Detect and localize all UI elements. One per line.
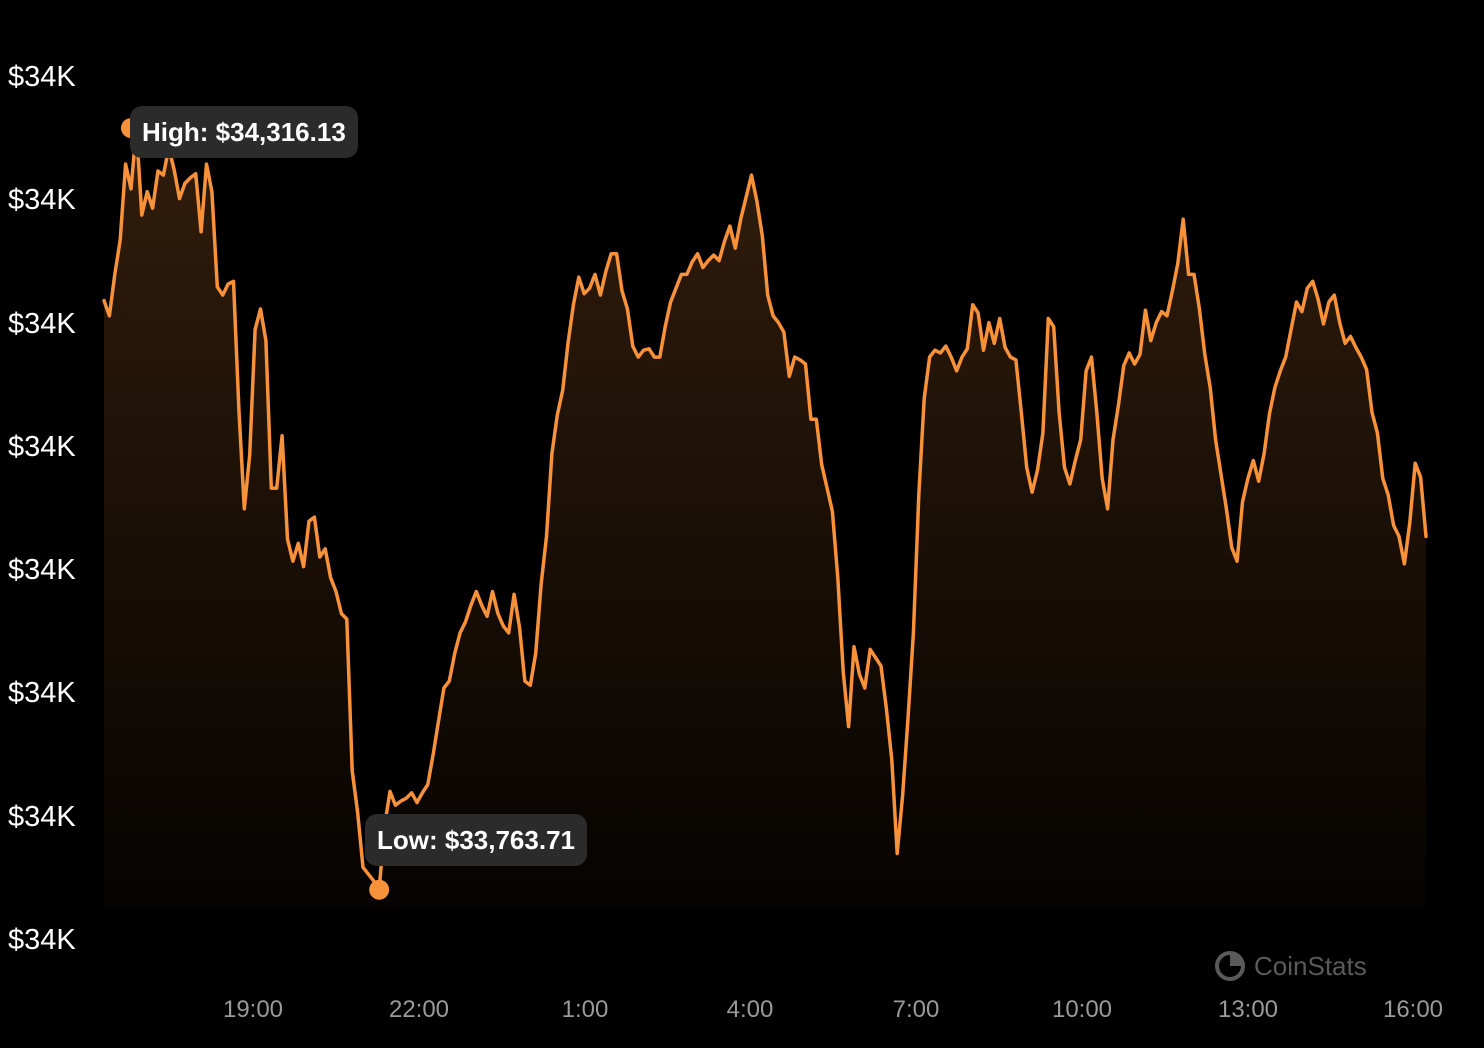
watermark-text: CoinStats	[1254, 950, 1367, 981]
high-price-callout: High: $34,316.13	[130, 106, 358, 158]
coinstats-logo-icon	[1215, 951, 1245, 981]
y-tick-label: $34K	[8, 61, 76, 93]
x-tick-label: 4:00	[726, 996, 774, 1023]
low-price-callout: Low: $33,763.71	[365, 814, 587, 866]
x-tick-label: 10:00	[1051, 996, 1113, 1023]
x-tick-label: 1:00	[561, 996, 609, 1023]
x-tick-label: 22:00	[388, 996, 450, 1023]
x-tick-label: 13:00	[1217, 996, 1279, 1023]
y-tick-label: $34K	[8, 801, 76, 833]
price-area-fill	[104, 128, 1426, 910]
x-tick-label: 7:00	[892, 996, 940, 1023]
x-tick-label: 16:00	[1382, 996, 1444, 1023]
price-line	[102, 126, 1428, 892]
x-tick-label: 19:00	[222, 996, 284, 1023]
y-tick-label: $34K	[8, 677, 76, 709]
y-tick-label: $34K	[8, 924, 76, 956]
watermark: CoinStats	[1214, 950, 1367, 982]
y-tick-label: $34K	[8, 308, 76, 340]
y-tick-label: $34K	[8, 184, 76, 216]
y-tick-label: $34K	[8, 431, 76, 463]
low-point-marker	[369, 879, 390, 900]
y-tick-label: $34K	[8, 554, 76, 586]
